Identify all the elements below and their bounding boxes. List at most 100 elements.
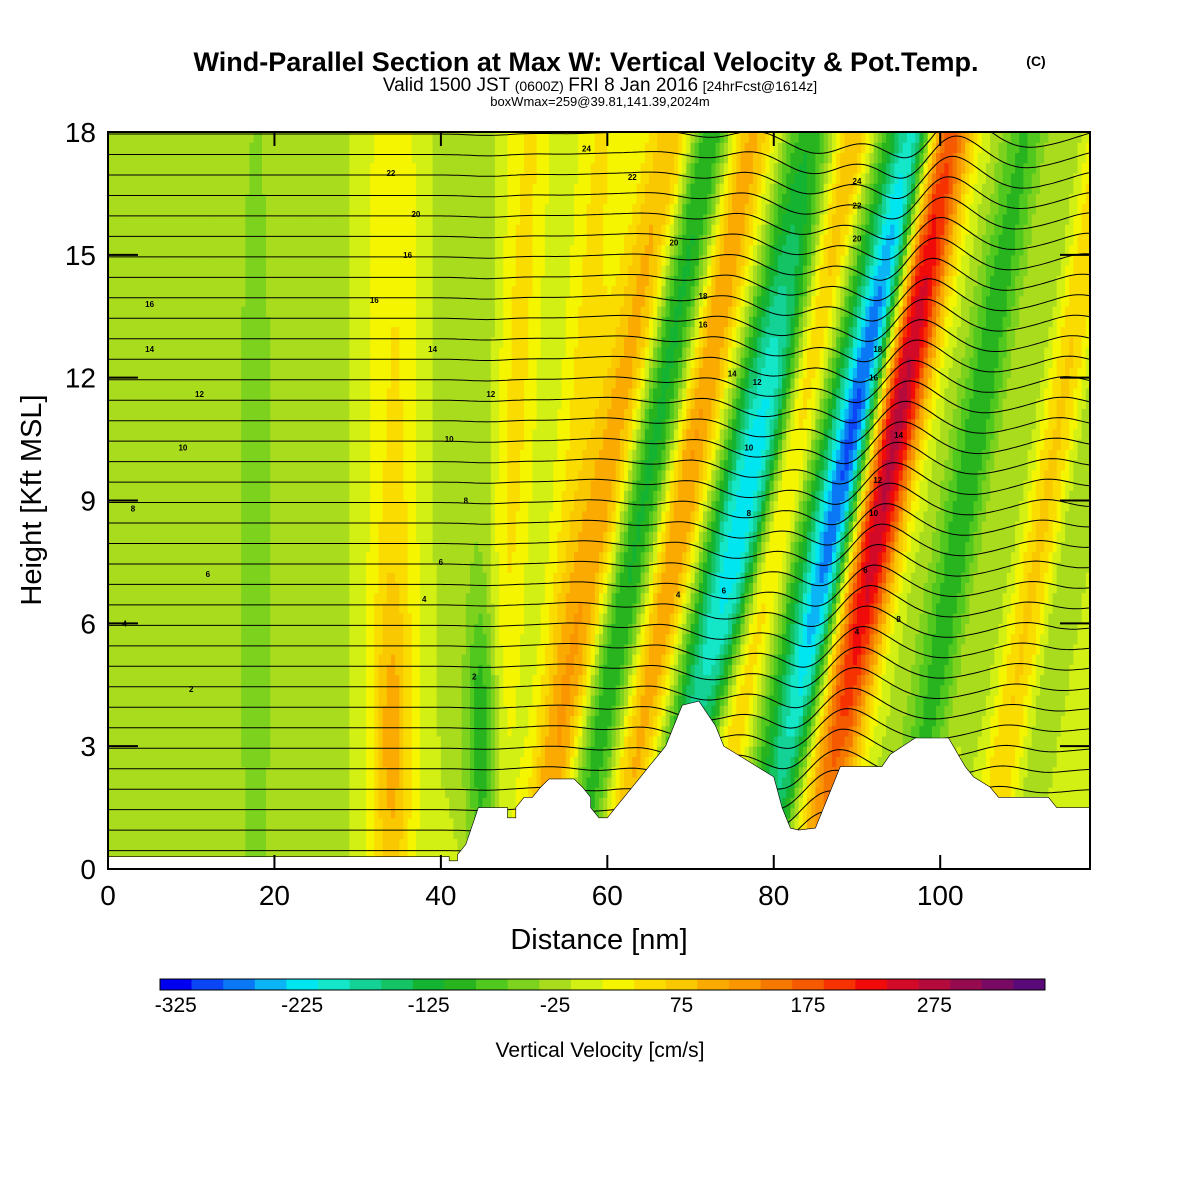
w-cell: [357, 183, 363, 195]
w-cell: [249, 776, 255, 788]
w-cell: [257, 510, 263, 522]
w-cell: [203, 459, 209, 471]
w-cell: [153, 203, 159, 215]
w-cell: [203, 766, 209, 778]
w-cell: [141, 643, 147, 655]
w-cell: [153, 367, 159, 379]
w-cell: [295, 285, 301, 297]
w-cell: [241, 694, 246, 706]
w-cell: [220, 510, 226, 522]
w-cell: [270, 838, 276, 850]
w-cell: [303, 776, 309, 788]
w-cell: [199, 346, 205, 358]
w-cell: [203, 387, 209, 399]
w-cell: [245, 377, 251, 389]
w-cell: [261, 694, 267, 706]
w-cell: [199, 725, 205, 737]
w-cell: [328, 285, 334, 297]
w-cell: [224, 817, 230, 829]
w-cell: [253, 613, 259, 624]
w-cell: [349, 715, 355, 727]
w-cell: [178, 254, 184, 266]
w-cell: [166, 275, 172, 287]
w-cell: [236, 244, 242, 256]
w-cell: [108, 746, 113, 758]
w-cell: [166, 295, 172, 307]
w-cell: [249, 572, 255, 583]
w-cell: [162, 469, 167, 481]
w-cell: [203, 848, 209, 860]
w-cell: [365, 449, 371, 461]
w-cell: [320, 572, 325, 583]
w-cell: [166, 776, 172, 788]
w-cell: [174, 285, 180, 297]
w-cell: [286, 715, 292, 727]
w-cell: [236, 725, 242, 737]
w-cell: [370, 694, 375, 706]
w-cell: [132, 828, 138, 839]
w-cell: [236, 183, 242, 195]
w-cell: [132, 306, 138, 317]
w-cell: [112, 224, 117, 235]
w-cell: [145, 572, 151, 583]
w-cell: [245, 510, 251, 522]
w-cell: [124, 715, 130, 727]
w-cell: [286, 756, 292, 768]
w-cell: [241, 756, 246, 768]
w-cell: [132, 510, 138, 522]
w-cell: [307, 572, 313, 583]
w-cell: [108, 142, 113, 154]
w-cell: [307, 510, 313, 522]
w-cell: [353, 285, 359, 297]
w-cell: [116, 265, 122, 276]
w-cell: [257, 183, 263, 195]
w-cell: [141, 756, 147, 768]
w-cell: [195, 132, 201, 143]
w-cell: [174, 132, 180, 143]
w-cell: [311, 756, 317, 768]
w-cell: [303, 654, 309, 665]
w-cell: [191, 265, 196, 276]
w-cell: [212, 541, 217, 553]
w-cell: [336, 694, 342, 706]
w-cell: [141, 398, 147, 409]
w-cell: [236, 224, 242, 235]
w-cell: [178, 766, 184, 778]
w-cell: [182, 705, 188, 717]
w-cell: [365, 735, 371, 747]
w-cell: [228, 326, 234, 338]
w-cell: [207, 377, 213, 389]
w-cell: [220, 439, 226, 450]
w-cell: [270, 162, 276, 174]
w-cell: [395, 654, 400, 665]
w-cell: [245, 326, 251, 338]
w-cell: [291, 490, 296, 502]
w-cell: [124, 735, 130, 747]
w-cell: [291, 510, 296, 522]
w-cell: [236, 664, 242, 676]
w-cell: [303, 203, 309, 215]
w-cell: [116, 316, 122, 328]
w-cell: [241, 480, 246, 491]
w-cell: [207, 766, 213, 778]
w-cell: [316, 510, 321, 522]
w-cell: [166, 551, 172, 563]
w-cell: [274, 715, 280, 727]
w-cell: [374, 326, 380, 338]
w-cell: [291, 306, 296, 317]
w-cell: [203, 684, 209, 696]
w-cell: [274, 367, 280, 379]
w-cell: [132, 838, 138, 850]
w-cell: [120, 746, 126, 758]
w-cell: [378, 776, 384, 788]
w-cell: [278, 838, 284, 850]
w-cell: [149, 275, 155, 287]
w-cell: [157, 142, 163, 154]
w-cell: [145, 172, 151, 184]
w-cell: [299, 817, 305, 829]
w-cell: [299, 367, 305, 379]
w-cell: [112, 285, 117, 297]
w-cell: [295, 244, 301, 256]
w-cell: [270, 613, 276, 624]
w-cell: [128, 654, 134, 665]
